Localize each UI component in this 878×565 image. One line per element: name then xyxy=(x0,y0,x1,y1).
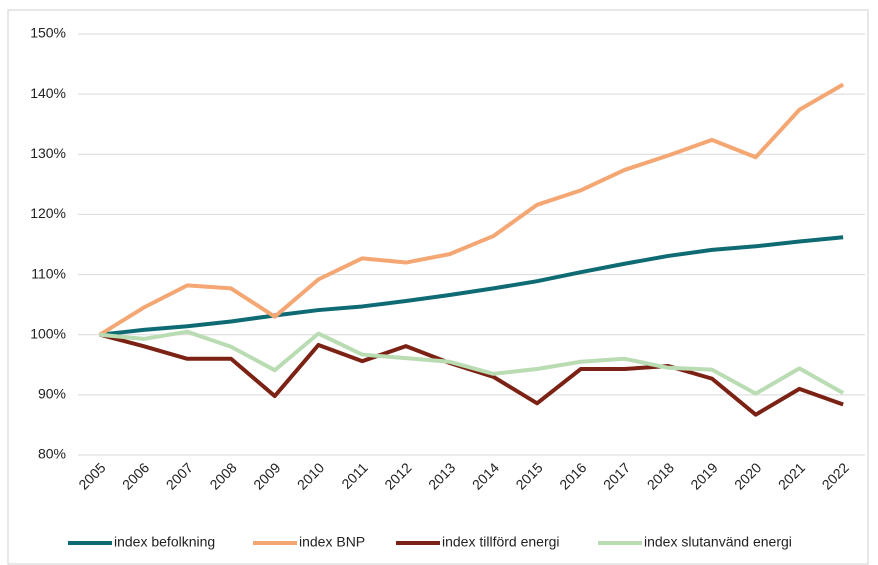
x-tick-label: 2008 xyxy=(206,459,239,492)
x-tick-label: 2007 xyxy=(163,459,196,492)
x-tick-label: 2018 xyxy=(644,459,677,492)
x-tick-label: 2019 xyxy=(687,459,720,492)
y-tick-label: 100% xyxy=(30,325,66,341)
x-tick-label: 2014 xyxy=(469,459,502,492)
x-tick-label: 2020 xyxy=(731,459,764,492)
x-tick-label: 2017 xyxy=(600,459,633,492)
legend-label: index BNP xyxy=(299,534,365,550)
y-tick-label: 140% xyxy=(30,85,66,101)
x-tick-label: 2010 xyxy=(294,459,327,492)
x-tick-label: 2015 xyxy=(512,459,545,492)
chart-frame xyxy=(7,9,869,565)
y-tick-label: 80% xyxy=(38,446,66,462)
y-tick-label: 120% xyxy=(30,205,66,221)
y-tick-label: 90% xyxy=(38,386,66,402)
x-tick-label: 2016 xyxy=(556,459,589,492)
legend-label: index slutanvänd energi xyxy=(644,534,792,550)
y-tick-label: 130% xyxy=(30,145,66,161)
x-tick-label: 2005 xyxy=(75,459,108,492)
y-tick-label: 110% xyxy=(31,265,66,281)
y-tick-label: 150% xyxy=(30,25,66,41)
x-tick-label: 2013 xyxy=(425,459,458,492)
series-line xyxy=(99,332,844,417)
x-tick-label: 2006 xyxy=(119,459,152,492)
series-line xyxy=(99,235,844,337)
x-tick-label: 2009 xyxy=(250,459,283,492)
x-tick-label: 2011 xyxy=(338,459,371,492)
x-tick-label: 2021 xyxy=(775,459,808,492)
series-line xyxy=(99,329,845,396)
legend-label: index befolkning xyxy=(114,534,215,550)
x-tick-label: 2022 xyxy=(819,459,852,492)
series-line xyxy=(98,82,845,337)
legend-label: index tillförd energi xyxy=(442,534,560,550)
x-tick-label: 2012 xyxy=(381,459,414,492)
